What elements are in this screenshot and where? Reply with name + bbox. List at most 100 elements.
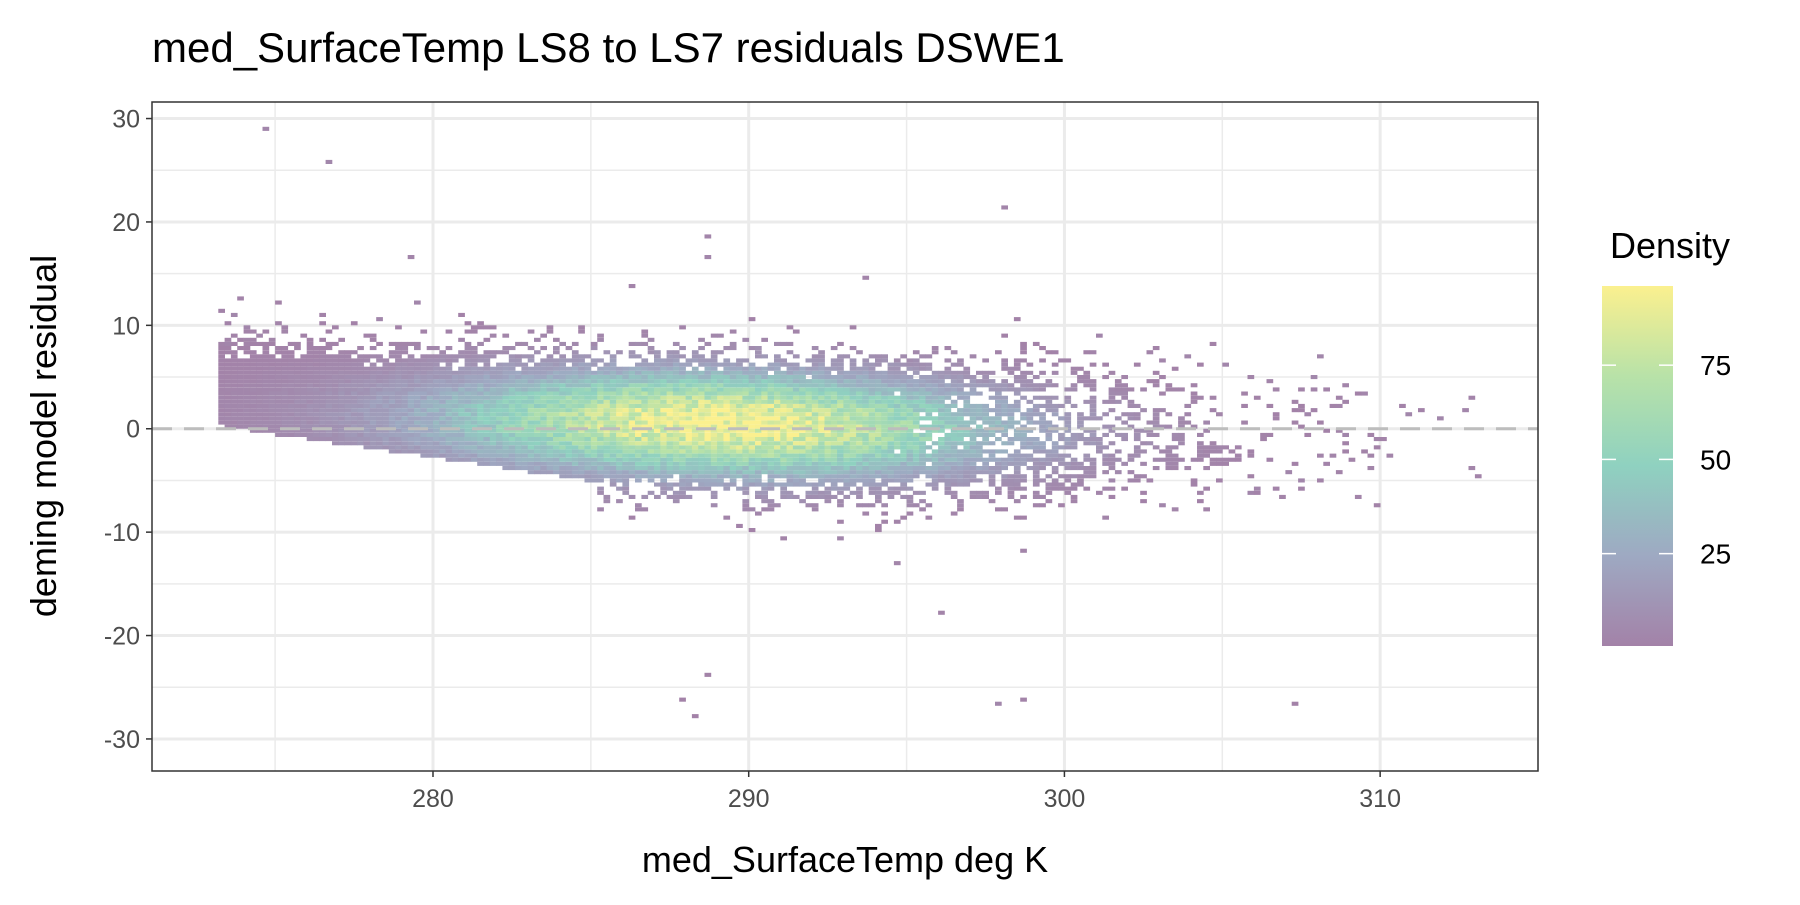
density-bin xyxy=(521,408,529,413)
density-bin xyxy=(369,395,377,400)
density-bin xyxy=(262,408,270,413)
density-bin xyxy=(470,445,478,450)
density-bin xyxy=(944,424,952,429)
density-bin xyxy=(603,461,611,466)
density-bin xyxy=(672,449,680,454)
density-bin xyxy=(875,499,882,504)
density-bin xyxy=(893,424,901,429)
density-bin xyxy=(502,366,510,371)
density-bin xyxy=(957,424,964,429)
density-bin xyxy=(616,478,623,483)
density-bin xyxy=(912,362,920,367)
density-bin xyxy=(306,337,314,342)
density-bin xyxy=(224,412,232,417)
density-bin xyxy=(944,375,952,380)
density-bin xyxy=(1045,408,1053,413)
density-bin xyxy=(243,424,251,429)
density-bin xyxy=(395,391,402,396)
density-bin xyxy=(616,420,623,425)
density-bin xyxy=(887,395,895,400)
density-bin xyxy=(565,461,573,466)
density-bin xyxy=(1209,408,1217,413)
density-bin xyxy=(1013,366,1021,371)
density-bin xyxy=(736,379,743,384)
density-bin xyxy=(1058,503,1065,508)
density-bin xyxy=(792,470,800,475)
legend-tick-label: 50 xyxy=(1700,444,1731,475)
density-bin xyxy=(622,466,630,471)
density-bin xyxy=(1032,478,1040,483)
density-bin xyxy=(433,420,440,425)
density-bin xyxy=(805,474,813,479)
density-bin xyxy=(249,350,257,355)
density-bin xyxy=(1102,399,1109,404)
density-bin xyxy=(433,358,440,363)
density-bin xyxy=(786,395,794,400)
density-bin xyxy=(268,341,276,346)
density-bin xyxy=(350,379,358,384)
density-bin xyxy=(654,395,661,400)
density-bin xyxy=(1096,490,1103,495)
density-bin xyxy=(818,358,825,363)
density-bin xyxy=(660,399,667,404)
density-bin xyxy=(856,420,863,425)
density-bin xyxy=(938,449,945,454)
density-bin xyxy=(849,399,857,404)
density-bin xyxy=(969,441,977,446)
density-bin xyxy=(881,424,888,429)
density-bin xyxy=(294,412,301,417)
density-bin xyxy=(281,428,289,433)
density-bin xyxy=(691,350,699,355)
density-bin xyxy=(502,370,510,375)
density-bin xyxy=(849,408,857,413)
density-bin xyxy=(792,395,800,400)
density-bin xyxy=(294,403,301,408)
density-bin xyxy=(439,424,446,429)
density-bin xyxy=(717,403,724,408)
density-bin xyxy=(635,432,642,437)
density-bin xyxy=(691,370,699,375)
density-bin xyxy=(830,461,838,466)
density-bin xyxy=(332,375,339,380)
density-bin xyxy=(1114,383,1122,388)
density-bin xyxy=(969,375,977,380)
density-bin xyxy=(729,461,737,466)
density-bin xyxy=(590,432,598,437)
density-bin xyxy=(483,358,491,363)
density-bin xyxy=(988,453,996,458)
density-bin xyxy=(306,403,314,408)
density-bin xyxy=(590,470,598,475)
density-bin xyxy=(635,387,642,392)
density-bin xyxy=(1083,453,1091,458)
density-bin xyxy=(382,395,390,400)
density-bin xyxy=(344,354,352,359)
density-bin xyxy=(230,424,238,429)
density-bin xyxy=(862,275,870,280)
density-bin xyxy=(672,375,680,380)
density-bin xyxy=(571,366,579,371)
density-bin xyxy=(553,457,560,462)
density-bin xyxy=(332,379,339,384)
density-bin xyxy=(1102,424,1109,429)
density-bin xyxy=(508,457,516,462)
density-bin xyxy=(249,416,257,421)
density-bin xyxy=(376,445,383,450)
density-bin xyxy=(900,445,907,450)
density-bin xyxy=(641,358,649,363)
density-bin xyxy=(230,391,238,396)
density-bin xyxy=(338,412,345,417)
density-bin xyxy=(590,387,598,392)
density-bin xyxy=(811,416,819,421)
density-bin xyxy=(338,337,345,342)
density-bin xyxy=(931,370,939,375)
density-bin xyxy=(571,441,579,446)
density-bin xyxy=(641,449,649,454)
density-bin xyxy=(420,354,428,359)
density-bin xyxy=(287,399,295,404)
density-bin xyxy=(717,457,724,462)
density-bin xyxy=(862,453,870,458)
density-bin xyxy=(237,416,244,421)
density-bin xyxy=(483,408,491,413)
density-bin xyxy=(1146,350,1154,355)
density-bin xyxy=(1039,445,1046,450)
